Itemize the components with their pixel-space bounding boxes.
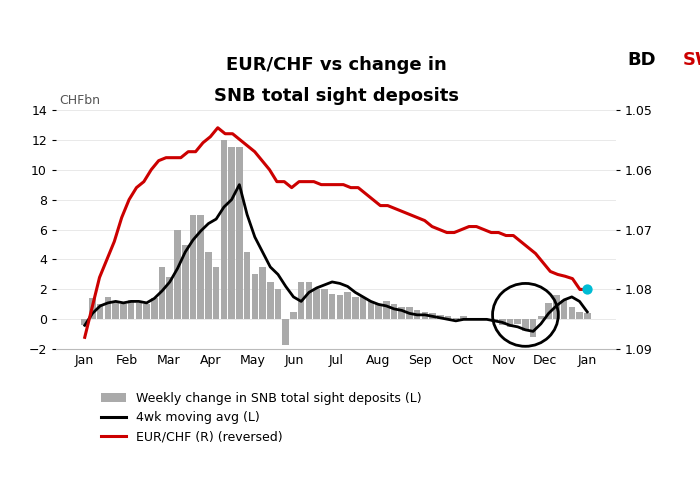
Bar	[429, 313, 436, 319]
Text: BD: BD	[627, 51, 656, 69]
Bar	[368, 301, 374, 319]
Bar	[159, 267, 165, 319]
Bar	[190, 215, 196, 319]
Bar	[174, 230, 181, 319]
Bar	[151, 298, 158, 319]
Bar	[545, 303, 552, 319]
Bar	[375, 304, 382, 319]
Bar	[406, 307, 413, 319]
Bar	[104, 297, 111, 319]
Bar	[522, 319, 528, 331]
Bar	[491, 319, 498, 322]
Bar	[561, 300, 568, 319]
Bar	[584, 313, 591, 319]
Point	[582, 285, 593, 293]
Bar	[421, 312, 428, 319]
Bar	[329, 294, 335, 319]
Bar	[236, 147, 243, 319]
Bar	[499, 319, 505, 325]
Bar	[182, 245, 188, 319]
Bar	[444, 316, 452, 319]
Bar	[290, 312, 297, 319]
Bar	[321, 289, 328, 319]
Bar	[89, 298, 96, 319]
Bar	[283, 319, 289, 345]
Bar	[360, 297, 366, 319]
Bar	[452, 318, 459, 319]
Bar	[128, 300, 134, 319]
Bar	[352, 297, 358, 319]
Bar	[244, 252, 251, 319]
Bar	[553, 295, 559, 319]
Bar	[437, 315, 444, 319]
Bar	[144, 304, 150, 319]
Bar	[113, 301, 119, 319]
Bar	[251, 274, 258, 319]
Bar	[81, 319, 88, 325]
Bar	[576, 312, 583, 319]
Bar	[538, 316, 544, 319]
Bar	[136, 303, 142, 319]
Legend: Weekly change in SNB total sight deposits (L), 4wk moving avg (L), EUR/CHF (R) (: Weekly change in SNB total sight deposit…	[102, 392, 422, 444]
Bar	[414, 310, 421, 319]
Bar	[120, 304, 127, 319]
Bar	[391, 304, 398, 319]
Bar	[220, 140, 228, 319]
Bar	[267, 282, 274, 319]
Bar	[306, 282, 312, 319]
Bar	[383, 301, 389, 319]
Bar	[468, 318, 475, 319]
Bar	[298, 282, 304, 319]
Text: SWISS: SWISS	[683, 51, 700, 69]
Bar	[568, 307, 575, 319]
Bar	[398, 307, 405, 319]
Bar	[514, 319, 521, 324]
Bar	[167, 277, 173, 319]
Bar	[197, 215, 204, 319]
Bar	[97, 304, 104, 319]
Text: CHFbn: CHFbn	[59, 94, 100, 107]
Bar	[213, 267, 220, 319]
Bar	[259, 267, 266, 319]
Bar	[476, 318, 482, 319]
Bar	[530, 319, 536, 337]
Bar	[344, 292, 351, 319]
Text: SNB total sight deposits: SNB total sight deposits	[214, 87, 458, 105]
Bar	[337, 295, 343, 319]
Bar	[205, 252, 211, 319]
Bar	[228, 147, 235, 319]
Bar	[507, 319, 513, 327]
Text: EUR/CHF vs change in: EUR/CHF vs change in	[225, 56, 447, 74]
Bar	[461, 316, 467, 319]
Bar	[314, 289, 320, 319]
Bar	[274, 289, 281, 319]
